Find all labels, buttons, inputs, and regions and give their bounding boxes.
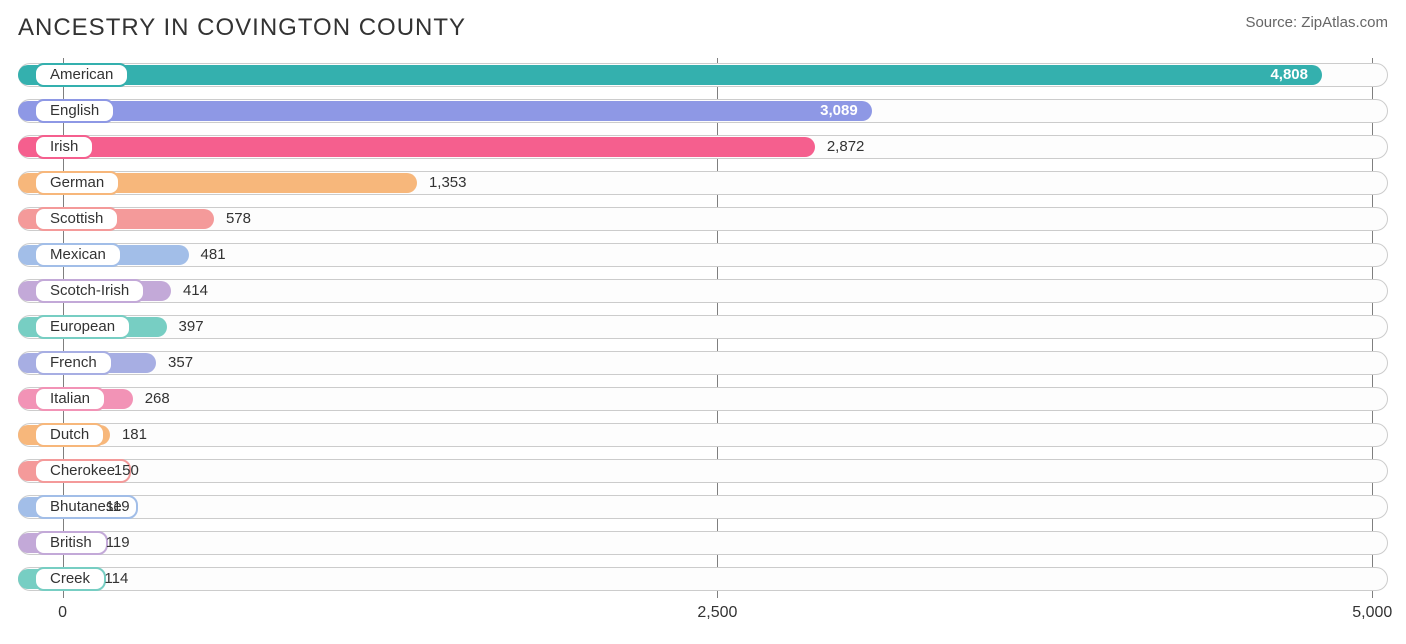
bar-fill <box>18 65 1322 85</box>
plot-area: American 4,808 English 3,089 Irish 2,872 Germa… <box>18 58 1388 598</box>
bar-fill <box>18 137 815 157</box>
bar-track <box>18 207 1388 231</box>
bar-row: American 4,808 <box>18 58 1388 94</box>
bar-row: Mexican 481 <box>18 238 1388 274</box>
category-pill: Scottish <box>34 207 119 231</box>
bar-track <box>18 567 1388 591</box>
x-tick-label: 2,500 <box>697 604 737 622</box>
bar-track <box>18 531 1388 555</box>
bar-track <box>18 459 1388 483</box>
bar-row: Scotch-Irish 414 <box>18 274 1388 310</box>
bar-row: British119 <box>18 526 1388 562</box>
bar-track <box>18 351 1388 375</box>
category-pill: German <box>34 171 120 195</box>
bar-value-outside: 119 <box>106 533 130 553</box>
bar-value-outside: 578 <box>226 209 251 229</box>
bar-row: Scottish 578 <box>18 202 1388 238</box>
bar-value-outside: 414 <box>183 281 208 301</box>
bar-value-outside: 481 <box>201 245 226 265</box>
category-pill: Mexican <box>34 243 122 267</box>
bar-row: German 1,353 <box>18 166 1388 202</box>
category-pill: Italian <box>34 387 106 411</box>
bar-row: Irish 2,872 <box>18 130 1388 166</box>
ancestry-chart: ANCESTRY IN COVINGTON COUNTY Source: Zip… <box>0 0 1406 644</box>
bar-row: Italian 268 <box>18 382 1388 418</box>
x-tick-label: 5,000 <box>1352 604 1392 622</box>
bar-value-outside: 268 <box>145 389 170 409</box>
x-axis: 02,5005,000 <box>18 598 1388 628</box>
bar-value-outside: 1,353 <box>429 173 467 193</box>
x-tick-label: 0 <box>58 604 67 622</box>
category-pill: American <box>34 63 129 87</box>
category-pill: Creek <box>34 567 106 591</box>
category-pill: British <box>34 531 108 555</box>
bar-value-outside: 397 <box>179 317 204 337</box>
bar-track <box>18 495 1388 519</box>
chart-title: ANCESTRY IN COVINGTON COUNTY <box>18 14 466 42</box>
bar-row: Bhutanese119 <box>18 490 1388 526</box>
bar-track <box>18 423 1388 447</box>
category-pill: European <box>34 315 131 339</box>
bar-track <box>18 387 1388 411</box>
bar-track <box>18 279 1388 303</box>
bar-value-outside: 119 <box>106 497 130 517</box>
bar-row: English 3,089 <box>18 94 1388 130</box>
bar-value-outside: 2,872 <box>827 137 865 157</box>
category-pill: Scotch-Irish <box>34 279 145 303</box>
bar-value-outside: 114 <box>104 569 128 589</box>
bar-fill <box>18 101 872 121</box>
category-pill: Dutch <box>34 423 105 447</box>
chart-header: ANCESTRY IN COVINGTON COUNTY Source: Zip… <box>18 14 1388 42</box>
bar-row: Creek114 <box>18 562 1388 598</box>
bar-value-inside: 3,089 <box>820 101 858 121</box>
bar-value-outside: 150 <box>114 461 139 481</box>
bar-row: Cherokee150 <box>18 454 1388 490</box>
bar-row: European 397 <box>18 310 1388 346</box>
bar-value-inside: 4,808 <box>1270 65 1308 85</box>
bar-value-outside: 181 <box>122 425 147 445</box>
category-pill: French <box>34 351 113 375</box>
bar-row: French 357 <box>18 346 1388 382</box>
bar-row: Dutch 181 <box>18 418 1388 454</box>
bar-value-outside: 357 <box>168 353 193 373</box>
category-pill: English <box>34 99 115 123</box>
bar-track <box>18 315 1388 339</box>
chart-source: Source: ZipAtlas.com <box>1245 14 1388 31</box>
category-pill: Irish <box>34 135 94 159</box>
